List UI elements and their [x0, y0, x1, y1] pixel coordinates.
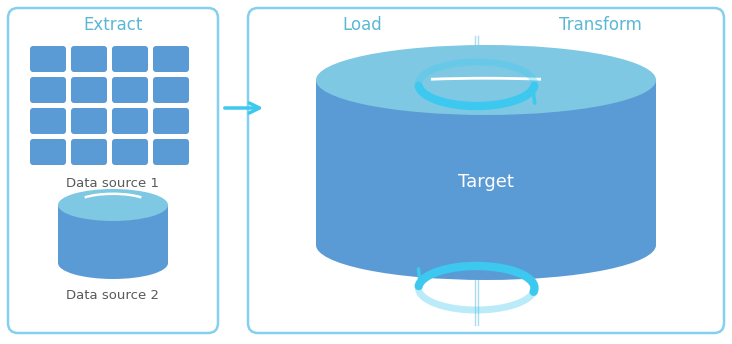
FancyBboxPatch shape — [30, 108, 66, 134]
Text: Target: Target — [458, 173, 514, 191]
Text: Extract: Extract — [83, 16, 143, 34]
FancyBboxPatch shape — [71, 77, 107, 103]
FancyBboxPatch shape — [112, 139, 148, 165]
FancyBboxPatch shape — [8, 8, 218, 333]
FancyBboxPatch shape — [112, 77, 148, 103]
Ellipse shape — [316, 210, 656, 280]
FancyBboxPatch shape — [153, 46, 189, 72]
Bar — [316, 80, 656, 245]
FancyBboxPatch shape — [30, 77, 66, 103]
Bar — [58, 205, 168, 263]
FancyBboxPatch shape — [71, 139, 107, 165]
Ellipse shape — [316, 45, 656, 115]
FancyBboxPatch shape — [112, 46, 148, 72]
FancyBboxPatch shape — [153, 77, 189, 103]
FancyBboxPatch shape — [153, 108, 189, 134]
FancyBboxPatch shape — [30, 46, 66, 72]
FancyBboxPatch shape — [30, 139, 66, 165]
FancyBboxPatch shape — [153, 139, 189, 165]
FancyBboxPatch shape — [248, 8, 724, 333]
Text: Data source 1: Data source 1 — [67, 177, 160, 190]
Ellipse shape — [58, 247, 168, 279]
FancyBboxPatch shape — [112, 108, 148, 134]
Text: Data source 2: Data source 2 — [67, 289, 160, 302]
FancyBboxPatch shape — [71, 108, 107, 134]
Text: Transform: Transform — [559, 16, 642, 34]
FancyBboxPatch shape — [71, 46, 107, 72]
Ellipse shape — [58, 189, 168, 221]
Text: Load: Load — [343, 16, 382, 34]
